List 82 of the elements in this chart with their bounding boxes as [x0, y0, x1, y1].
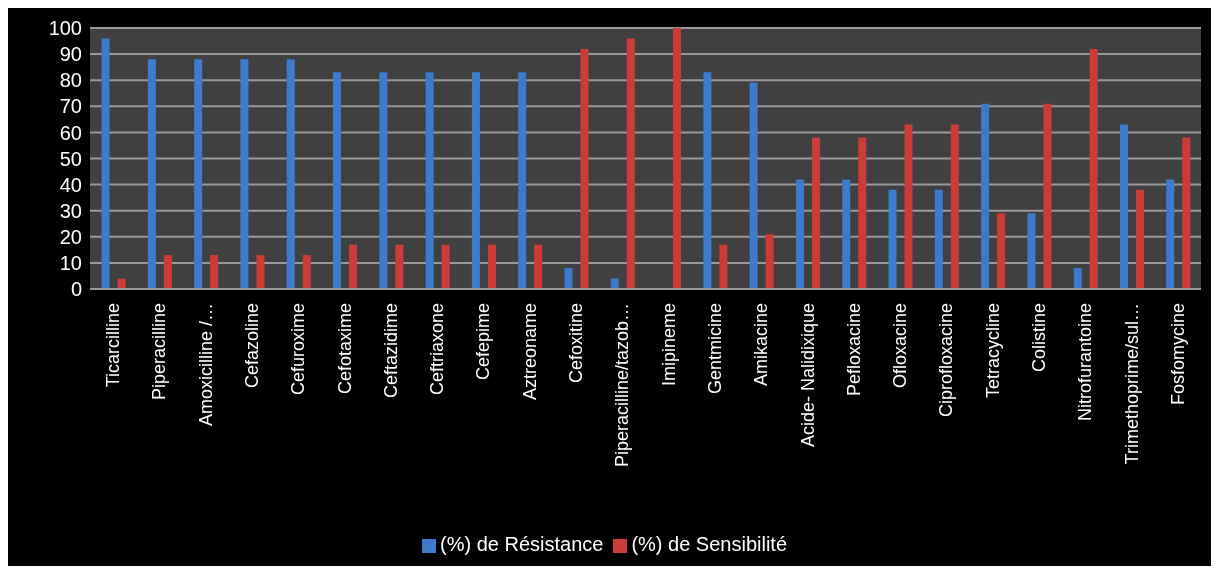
x-tick-label: Ofloxacine [890, 303, 911, 389]
y-tick-label: 10 [59, 252, 82, 274]
bar [1073, 268, 1082, 289]
bar [564, 268, 573, 289]
bar [240, 59, 249, 289]
legend-label: (%) de Résistance [439, 533, 604, 555]
bar [1135, 189, 1144, 289]
bar [534, 244, 543, 289]
bar [395, 244, 404, 289]
bar [471, 72, 480, 289]
bar [349, 244, 358, 289]
x-tick-label: Cefepime [473, 303, 494, 381]
x-tick-label: Ceftazidime [380, 303, 401, 399]
bar [333, 72, 342, 289]
x-tick-label: Trimethoprime/sul… [1121, 303, 1142, 465]
bar [487, 244, 496, 289]
x-tick-label: Aztreoname [519, 303, 540, 401]
bar [811, 137, 820, 289]
x-tick-label: Pefloxacine [843, 303, 864, 397]
x-tick-label: Ciprofloxacine [936, 303, 957, 418]
bar [765, 234, 774, 289]
bar [1119, 124, 1128, 289]
bar [518, 72, 527, 289]
bar [673, 28, 682, 289]
x-tick-label: Cefotaxime [334, 303, 355, 395]
x-tick-label: Ticarcilline [103, 303, 124, 388]
bar [981, 103, 990, 289]
y-tick-label: 70 [59, 95, 82, 118]
x-tick-label: Fosfomycine [1167, 303, 1188, 406]
x-tick-label: Amikacine [751, 303, 772, 387]
x-tick-label: Ceftriaxone [427, 303, 448, 396]
y-tick-label: 90 [59, 43, 82, 66]
y-tick-label: 60 [59, 121, 82, 144]
bar [703, 72, 712, 289]
bar [194, 59, 203, 289]
bar [286, 59, 295, 289]
bar [904, 124, 913, 289]
x-tick-label: Amoxicilline /… [195, 303, 216, 427]
x-tick-label: Cefuroxime [288, 303, 309, 396]
bar [163, 255, 172, 289]
bar [101, 38, 110, 289]
bar [842, 179, 851, 289]
y-tick-label: 80 [59, 69, 82, 92]
bar [1043, 103, 1052, 289]
bar [302, 255, 311, 289]
bar [997, 213, 1006, 289]
x-tick-label: Acide- Nalidixique [797, 303, 818, 448]
y-tick-label: 40 [59, 173, 82, 196]
x-tick-label: Colistine [1028, 303, 1049, 373]
x-tick-label: Imipineme [658, 303, 679, 387]
bar [1166, 179, 1175, 289]
bar [950, 124, 959, 289]
bar [749, 82, 758, 289]
y-tick-label: 20 [59, 225, 82, 248]
x-tick-label: Tetracycline [982, 303, 1003, 399]
bar [425, 72, 434, 289]
bar [441, 244, 450, 289]
y-tick-label: 0 [70, 278, 82, 301]
bar [580, 48, 589, 289]
bar [379, 72, 388, 289]
bar [210, 255, 219, 289]
bar [719, 244, 728, 289]
bar [858, 137, 867, 289]
bar [147, 59, 156, 289]
x-tick-label: Nitrofurantoine [1075, 303, 1096, 422]
bar [256, 255, 265, 289]
legend-label: (%) de Sensibilité [631, 533, 788, 555]
x-tick-label: Piperacilline/tazob… [612, 303, 633, 468]
y-tick-label: 50 [59, 147, 82, 170]
bar [795, 179, 804, 289]
y-tick-label: 100 [48, 17, 82, 40]
x-tick-label: Piperacilline [149, 303, 170, 401]
bar [626, 38, 635, 289]
x-tick-label: Cefoxitine [566, 303, 587, 384]
x-tick-label: Cefazoline [242, 303, 263, 389]
bar [1027, 213, 1036, 289]
bar [934, 189, 943, 289]
y-tick-label: 30 [59, 199, 82, 222]
x-tick-label: Gentmicine [704, 303, 725, 395]
bar [888, 189, 897, 289]
bar [1089, 48, 1098, 289]
bar [1182, 137, 1191, 289]
